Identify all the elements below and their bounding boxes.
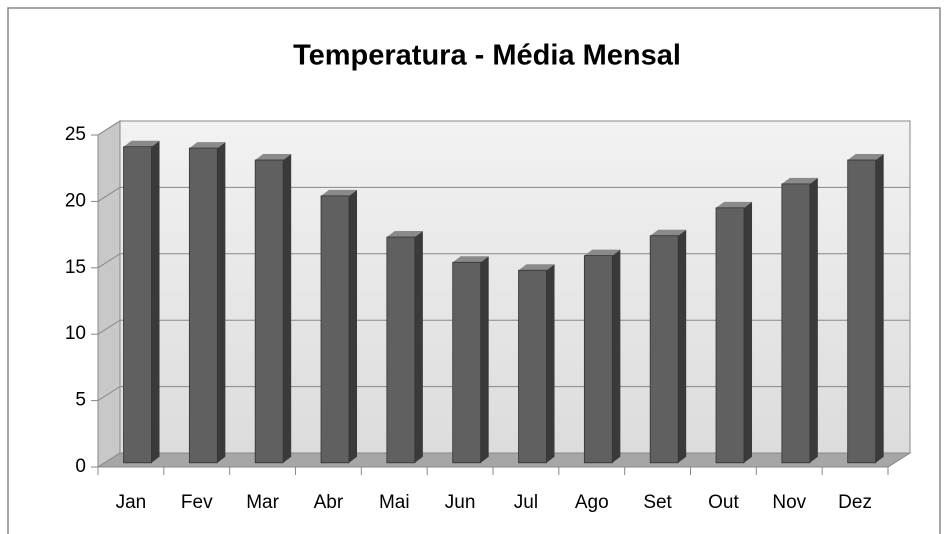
grid-line [97, 319, 910, 335]
grid-line [97, 386, 910, 402]
bar-top [781, 177, 818, 184]
x-tick-label: Jul [514, 492, 538, 513]
bar-front [386, 236, 416, 464]
bar-top [189, 142, 226, 149]
x-tick-label: Nov [772, 492, 806, 513]
bar [320, 189, 358, 464]
bar-top [518, 264, 555, 271]
bar-top [386, 231, 423, 238]
bar-top [321, 189, 358, 196]
bar-front [649, 235, 679, 464]
y-tick-label: 25 [65, 124, 86, 145]
x-tick-label: Mar [246, 492, 279, 513]
grid-line [97, 120, 910, 136]
bar [583, 249, 621, 464]
grid-line [97, 253, 910, 269]
bar-side [480, 256, 489, 463]
bar-front [781, 183, 811, 464]
bar-side [151, 140, 160, 463]
x-tick-label: Out [708, 492, 739, 513]
bar [188, 142, 226, 464]
bar-top [123, 140, 160, 147]
x-tick-label: Set [643, 492, 672, 513]
y-tick-label: 15 [65, 257, 86, 278]
side-wall [97, 120, 121, 468]
bar-side [875, 154, 884, 463]
x-tick-label: Dez [838, 492, 872, 513]
bar [386, 231, 423, 464]
x-tick-label: Jan [116, 492, 147, 513]
y-tick-label: 20 [65, 190, 86, 211]
bar-top [847, 154, 884, 161]
bar [123, 140, 160, 464]
bar-front [188, 147, 218, 464]
bar-front [123, 146, 152, 464]
x-tick-label: Mai [379, 492, 410, 513]
bar-front [583, 255, 613, 464]
y-tick-label: 0 [75, 456, 86, 477]
bar-side [678, 229, 687, 463]
bar-top [255, 154, 292, 161]
bar [518, 264, 555, 464]
x-tick-label: Jun [445, 492, 476, 513]
bar [649, 229, 687, 464]
bar-top [650, 229, 687, 236]
bar-top [584, 249, 621, 256]
bar [715, 201, 753, 464]
bar-top [452, 256, 489, 263]
bar-front [320, 195, 350, 464]
bar-top [716, 201, 753, 208]
bar [781, 177, 818, 464]
x-tick-label: Ago [575, 492, 609, 513]
bar-side [744, 201, 753, 463]
bar-front [847, 159, 877, 464]
chart-title: Temperatura - Média Mensal [293, 40, 681, 72]
bar-side [349, 189, 358, 463]
bar [847, 154, 884, 464]
plot-area: 0 5 10 15 20 25 Jan Fev Mar Abr Mai Jun Jul Ago Set Out… [65, 120, 912, 513]
bar-front [254, 159, 284, 464]
grid-line [97, 186, 910, 202]
x-tick-label: Fev [181, 492, 213, 513]
bar-side [217, 142, 226, 463]
bar [452, 256, 489, 464]
bar-side [414, 231, 423, 463]
bar [254, 154, 292, 464]
bar-side [546, 264, 555, 463]
bar-side [612, 249, 621, 463]
x-tick-label: Abr [314, 492, 344, 513]
bar-front [518, 269, 547, 464]
y-tick-label: 5 [75, 390, 86, 411]
bar-side [283, 154, 292, 463]
bar-front [715, 207, 745, 464]
y-tick-label: 10 [65, 323, 86, 344]
bar-front [452, 261, 482, 464]
bar-side [809, 177, 818, 463]
